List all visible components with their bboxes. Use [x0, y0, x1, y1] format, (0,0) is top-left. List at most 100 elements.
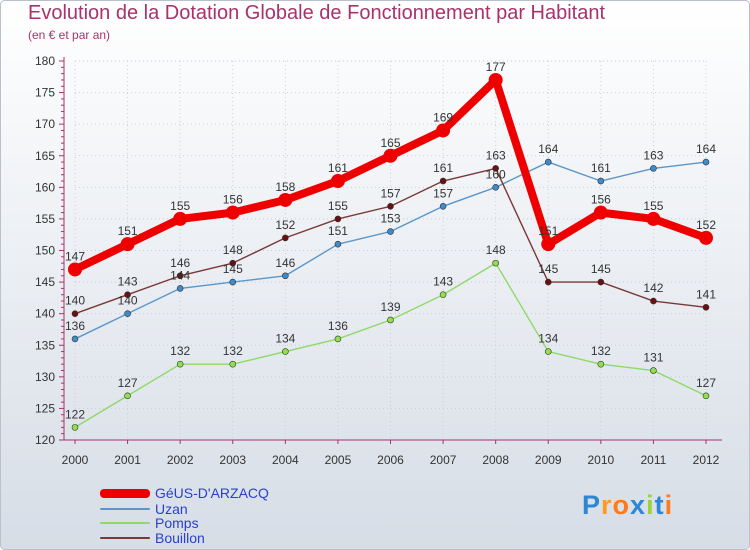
data-label: 155	[170, 199, 190, 213]
data-label: 136	[328, 319, 348, 333]
y-tick-label: 170	[35, 117, 55, 131]
data-point	[492, 165, 499, 172]
legend-item-pomps[interactable]: Pomps	[100, 515, 199, 531]
data-label: 152	[696, 218, 716, 232]
data-label: 161	[433, 161, 453, 175]
x-tick-label: 2008	[482, 453, 509, 467]
legend-item-bouillon[interactable]: Bouillon	[100, 530, 205, 546]
data-point	[593, 205, 608, 220]
data-point	[492, 184, 499, 191]
logo-letter: i	[664, 490, 674, 520]
data-point	[702, 304, 710, 311]
x-tick-label: 2003	[219, 453, 246, 467]
data-label: 132	[223, 344, 243, 358]
logo-letter: t	[654, 490, 665, 520]
data-point	[541, 237, 556, 252]
data-point	[488, 72, 503, 87]
y-tick-label: 135	[35, 338, 55, 352]
data-point	[124, 291, 131, 299]
data-label: 160	[486, 167, 506, 181]
data-label: 165	[380, 136, 400, 150]
y-tick-label: 180	[35, 54, 55, 68]
data-point	[597, 177, 605, 185]
data-point	[173, 211, 188, 226]
data-point	[334, 240, 342, 248]
legend-swatch-uzan	[100, 508, 150, 510]
legend-label-pomps: Pomps	[155, 515, 199, 531]
data-label: 139	[380, 300, 400, 314]
data-point	[436, 123, 451, 138]
data-label: 145	[223, 262, 243, 276]
data-label: 143	[118, 275, 138, 289]
data-label: 163	[486, 148, 506, 162]
data-label: 145	[538, 262, 558, 276]
y-tick-label: 120	[35, 433, 55, 447]
data-point	[334, 335, 342, 343]
data-point	[702, 158, 710, 166]
legend-label-uzan: Uzan	[155, 501, 188, 517]
data-point	[597, 360, 605, 368]
data-label: 158	[275, 180, 295, 194]
data-point	[120, 237, 135, 252]
data-label: 153	[380, 212, 400, 226]
data-point	[383, 148, 398, 163]
data-label: 164	[538, 142, 558, 156]
data-point	[387, 228, 394, 235]
data-point	[650, 297, 657, 305]
data-point	[650, 367, 657, 374]
data-point	[334, 215, 342, 223]
data-label: 134	[275, 332, 295, 346]
data-point	[176, 360, 184, 368]
data-label: 163	[643, 148, 663, 162]
x-tick-label: 2000	[62, 453, 89, 467]
data-label: 143	[433, 275, 453, 289]
proxiti-logo: Proxiti	[582, 490, 673, 521]
data-label: 141	[696, 287, 716, 301]
data-label: 151	[328, 224, 348, 238]
data-point	[330, 174, 345, 189]
data-point	[282, 348, 289, 355]
data-point	[544, 278, 552, 286]
logo-letter: x	[630, 490, 647, 520]
data-label: 147	[65, 249, 85, 263]
y-tick-label: 150	[35, 244, 55, 258]
data-label: 155	[643, 199, 663, 213]
x-tick-label: 2001	[114, 453, 141, 467]
data-label: 132	[591, 344, 611, 358]
legend-label-bouillon: Bouillon	[155, 530, 205, 546]
data-point	[71, 335, 79, 343]
y-tick-label: 160	[35, 180, 55, 194]
legend-item-geus[interactable]: GéUS-D'ARZACQ	[100, 485, 269, 501]
data-point	[229, 259, 237, 267]
data-point	[699, 230, 713, 245]
data-label: 152	[275, 218, 295, 232]
data-label: 156	[223, 193, 243, 207]
chart-subtitle: (en € et par an)	[28, 28, 111, 42]
data-label: 156	[591, 193, 611, 207]
legend-swatch-pomps	[100, 522, 150, 524]
data-point	[229, 360, 237, 368]
data-label: 161	[591, 161, 611, 175]
data-point	[650, 165, 657, 172]
data-point	[176, 272, 184, 280]
y-tick-label: 130	[35, 370, 55, 384]
data-label: 146	[275, 256, 295, 270]
data-label: 136	[65, 319, 85, 333]
legend-swatch-bouillon	[100, 537, 150, 539]
data-label: 151	[538, 224, 558, 238]
data-point	[176, 285, 184, 292]
x-tick-label: 2010	[587, 453, 614, 467]
data-label: 131	[643, 351, 663, 365]
legend-swatch-geus	[100, 488, 150, 498]
x-tick-label: 2004	[272, 453, 299, 467]
data-point	[225, 205, 240, 220]
data-label: 151	[118, 224, 138, 238]
data-label: 140	[118, 294, 138, 308]
data-label: 169	[433, 110, 453, 124]
logo-letter: r	[601, 490, 613, 520]
legend-item-uzan[interactable]: Uzan	[100, 501, 188, 517]
data-point	[71, 424, 79, 431]
data-label: 148	[223, 243, 243, 257]
